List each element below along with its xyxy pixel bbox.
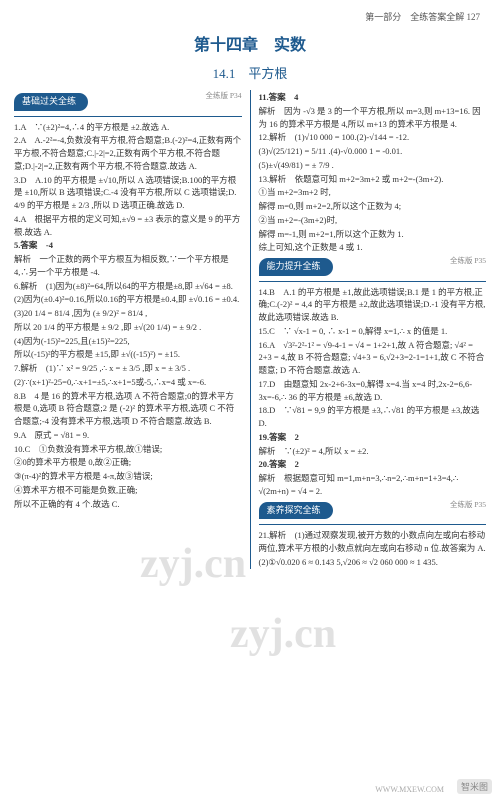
item-7a: 7.解析 (1)∵ x² = 9/25 ,∴ x = ± 3/5 ,即 x = … [14, 362, 242, 375]
chapter-title: 第十四章 实数 [0, 31, 500, 55]
item-6e: (4)因为(-15)²=225,且(±15)²=225, [14, 335, 242, 348]
item-13c: 解得 m=0,则 m+2=2,所以这个正数为 4; [259, 200, 487, 213]
item-18: 18.D ∵√81 = 9,9 的平方根是 ±3,∴√81 的平方根是 ±3,故… [259, 404, 487, 430]
ref-p34: 全练版 P34 [205, 90, 241, 101]
item-5b: 解析 一个正数的两个平方根互为相反数,∵一个平方根是 4,∴另一个平方根是 -4… [14, 253, 242, 279]
item-16: 16.A √3²-2²-1² = √9-4-1 = √4 = 1+2+1,故 A… [259, 339, 487, 377]
watermark-2: zyj.cn [230, 610, 336, 658]
item-2: 2.A A.-2²=-4,负数没有平方根,符合题意;B.(-2)²=4,正数有两… [14, 134, 242, 172]
item-21a: 21.解析 (1)通过观察发现,被开方数的小数点向左或向右移动两位,算术平方根的… [259, 529, 487, 555]
item-13d: ②当 m+2=-(3m+2)时, [259, 214, 487, 227]
item-14: 14.B A.1 的平方根是 ±1,故此选项错误;B.1 是 1 的平方根,正确… [259, 286, 487, 324]
content-columns: 基础过关全练 全练版 P34 1.A ∵(±2)²=4,∴4 的平方根是 ±2.… [0, 90, 500, 569]
item-12a: 12.解析 (1)√10 000 = 100.(2)-√144 = -12. [259, 131, 487, 144]
right-column: 11.答案 4 解析 因为 -√3 是 3 的一个平方根,所以 m=3,则 m+… [259, 90, 487, 569]
item-11a: 11.答案 4 [259, 91, 487, 104]
item-15: 15.C ∵ √x-1 = 0, ∴ x-1 = 0,解得 x=1,∴ x 的值… [259, 325, 487, 338]
item-17: 17.D 由题意知 2x-2+6-3x=0,解得 x=4.当 x=4 时,2x-… [259, 378, 487, 404]
item-10c: ③(π-4)²的算术平方根是 4-π,故③错误; [14, 470, 242, 483]
footer-site: WWW.MXEW.COM [375, 785, 444, 794]
item-10b: ②0的算术平方根是 0,故②正确; [14, 456, 242, 469]
divider [259, 281, 487, 282]
item-3: 3.D A.10 的平方根是 ±√10,所以 A 选项错误;B.100的平方根是… [14, 174, 242, 212]
item-20b: 解析 根据题意可知 m=1,m+n=3,∴n=2,∴m+n=1+3=4,∴ √(… [259, 472, 487, 498]
item-4: 4.A 根据平方根的定义可知,±√9 = ±3 表示的意义是 9 的平方根.故选… [14, 213, 242, 239]
item-10e: 所以不正确的有 4 个.故选 C. [14, 498, 242, 511]
ref-p35: 全练版 P35 [450, 255, 486, 266]
item-19b: 解析 ∵(±2)² = 4,所以 x = ±2. [259, 445, 487, 458]
item-5a: 5.答案 -4 [14, 239, 242, 252]
item-13f: 综上可知,这个正数是 4 或 1. [259, 241, 487, 254]
item-6c: (3)20 1/4 = 81/4 ,因为 (± 9/2)² = 81/4 , [14, 307, 242, 320]
item-13b: ①当 m+2=3m+2 时, [259, 186, 487, 199]
item-13a: 13.解析 依题意可知 m+2=3m+2 或 m+2=-(3m+2). [259, 173, 487, 186]
item-10d: ④算术平方根不可能是负数,正确; [14, 484, 242, 497]
item-1: 1.A ∵(±2)²=4,∴4 的平方根是 ±2.故选 A. [14, 121, 242, 134]
item-6f: 所以(-15)²的平方根是 ±15,即 ±√((-15)²) = ±15. [14, 348, 242, 361]
item-7b: (2)∵(x+1)²-25=0,∴x+1=±5,∴x+1=5或-5,∴x=4 或… [14, 376, 242, 389]
item-12c: (5)±√(49/81) = ± 7/9 . [259, 159, 487, 172]
page-header: 第一部分 全练答案全解 127 [0, 0, 500, 27]
item-19a: 19.答案 2 [259, 431, 487, 444]
item-20a: 20.答案 2 [259, 458, 487, 471]
item-12b: (3)√(25/121) = 5/11 .(4)-√0.000 1 = -0.0… [259, 145, 487, 158]
pill-explore: 素养探究全练 [259, 502, 333, 520]
item-6b: (2)因为(±0.4)²=0.16,所以0.16的平方根是±0.4,即 ±√0.… [14, 293, 242, 306]
item-21b: (2)①√0.020 6 ≈ 0.143 5,√206 ≈ √2 060 000… [259, 556, 487, 569]
pill-basic: 基础过关全练 [14, 93, 88, 111]
ref-p35b: 全练版 P35 [450, 499, 486, 510]
item-9: 9.A 原式 = √81 = 9. [14, 429, 242, 442]
pill-ability: 能力提升全练 [259, 258, 333, 276]
header-page-num: 127 [467, 12, 481, 22]
item-6a: 6.解析 (1)因为(±8)²=64,所以64的平方根是±8,即 ±√64 = … [14, 280, 242, 293]
divider [14, 116, 242, 117]
column-separator [250, 90, 251, 569]
footer-badge: 智米图 [457, 779, 492, 794]
section-title: 14.1 平方根 [0, 63, 500, 82]
header-part: 第一部分 全练答案全解 [365, 12, 464, 22]
item-11b: 解析 因为 -√3 是 3 的一个平方根,所以 m=3,则 m+13=16. 因… [259, 105, 487, 131]
item-10a: 10.C ①负数没有算术平方根,故①错误; [14, 443, 242, 456]
item-8: 8.B 4 是 16 的算术平方根,选项 A 不符合题意;0的算术平方根是 0,… [14, 390, 242, 428]
item-6d: 所以 20 1/4 的平方根是 ± 9/2 ,即 ±√(20 1/4) = ± … [14, 321, 242, 334]
item-13e: 解得 m=-1,则 m+2=1,所以这个正数为 1. [259, 228, 487, 241]
divider [259, 524, 487, 525]
left-column: 基础过关全练 全练版 P34 1.A ∵(±2)²=4,∴4 的平方根是 ±2.… [14, 90, 242, 569]
